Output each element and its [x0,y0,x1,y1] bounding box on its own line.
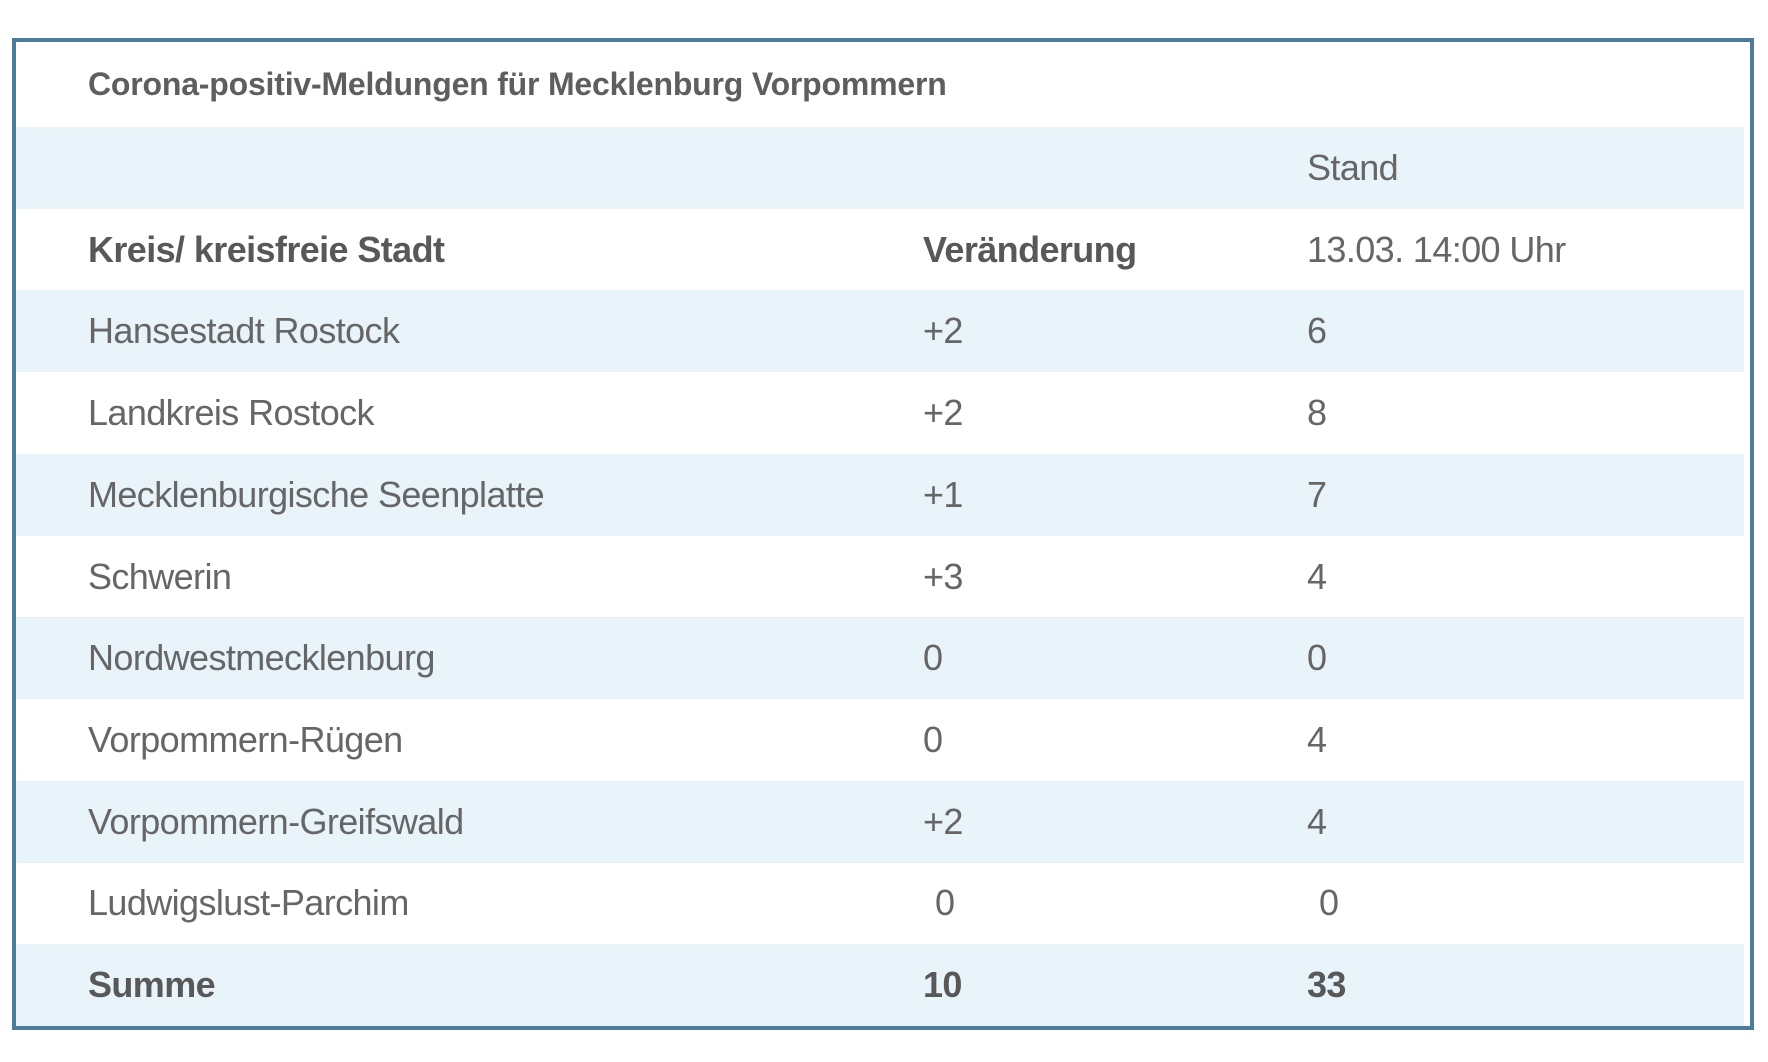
row-change: +2 [923,310,963,352]
row-change: +1 [923,473,963,515]
table-title-row: Corona-positiv-Meldungen für Mecklenburg… [16,42,1744,127]
row-name: Landkreis Rostock [88,392,375,434]
corona-table: Corona-positiv-Meldungen für Mecklenburg… [12,38,1754,1030]
table-row-vorpommern-ruegen: Vorpommern-Rügen 0 4 [16,699,1744,781]
table-body: Corona-positiv-Meldungen für Mecklenburg… [16,42,1750,1027]
summary-row: Summe 10 33 [16,944,1744,1027]
summary-count-total: 33 [1307,964,1346,1006]
row-change: 0 [923,719,943,760]
row-count: 8 [1307,392,1327,434]
row-change: +2 [923,800,963,842]
row-name: Vorpommern-Rügen [88,719,403,760]
stand-label: Stand [1307,146,1399,188]
row-count: 4 [1307,555,1327,597]
row-name: Hansestadt Rostock [88,310,400,352]
summary-change-total: 10 [923,964,962,1006]
row-change: 0 [923,637,943,679]
summary-label: Summe [88,964,216,1006]
table-row-ludwigslust-parchim: Ludwigslust-Parchim 0 0 [16,863,1744,945]
row-change: +3 [923,555,963,597]
row-count: 4 [1307,719,1327,760]
row-name: Schwerin [88,555,232,597]
table-row-schwerin: Schwerin +3 4 [16,536,1744,618]
table-row-vorpommern-greifswald: Vorpommern-Greifswald +2 4 [16,780,1744,863]
row-name: Nordwestmecklenburg [88,637,435,679]
stand-row: Stand [16,127,1744,209]
table-row-hansestadt-rostock: Hansestadt Rostock +2 6 [16,290,1744,373]
row-count: 7 [1307,473,1327,515]
row-count: 0 [1319,882,1339,924]
table-row-mecklenburgische-seenplatte: Mecklenburgische Seenplatte +1 7 [16,453,1744,536]
row-change: +2 [923,392,963,434]
row-count: 0 [1307,637,1327,679]
row-change: 0 [935,882,955,924]
table-row-landkreis-rostock: Landkreis Rostock +2 8 [16,372,1744,454]
row-name: Vorpommern-Greifswald [88,800,464,842]
row-name: Mecklenburgische Seenplatte [88,473,545,515]
row-count: 6 [1307,310,1327,352]
table-row-nordwestmecklenburg: Nordwestmecklenburg 0 0 [16,617,1744,700]
col-header-kreis: Kreis/ kreisfreie Stadt [88,228,445,270]
table-title: Corona-positiv-Meldungen für Mecklenburg… [88,66,947,102]
row-count: 4 [1307,800,1327,842]
row-name: Ludwigslust-Parchim [88,882,409,924]
col-header-veraenderung: Veränderung [923,228,1137,270]
header-row: Kreis/ kreisfreie Stadt Veränderung 13.0… [16,209,1744,291]
col-header-stand-datetime: 13.03. 14:00 Uhr [1307,228,1566,270]
